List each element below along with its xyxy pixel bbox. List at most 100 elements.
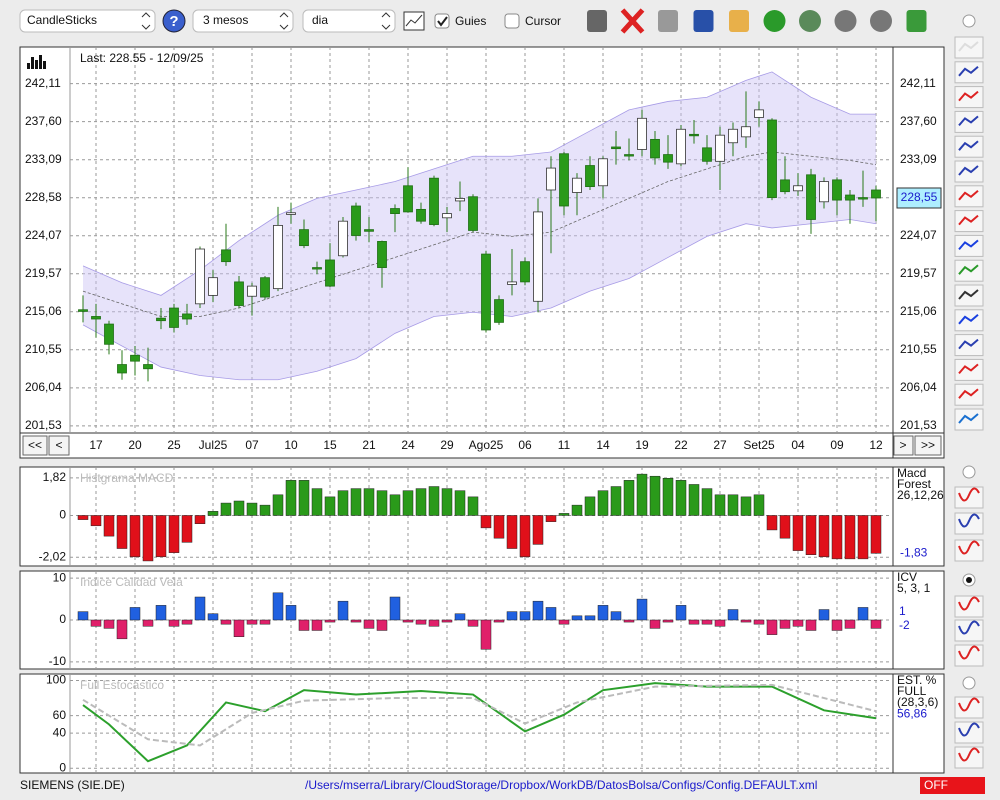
side-button[interactable] bbox=[954, 721, 984, 744]
toolbar-button[interactable] bbox=[834, 10, 857, 32]
sidebar bbox=[954, 14, 984, 769]
side-button[interactable] bbox=[954, 696, 984, 719]
candle-body bbox=[260, 277, 270, 298]
candle-body bbox=[169, 307, 179, 328]
histogram-bar bbox=[597, 490, 609, 516]
candle-body bbox=[286, 212, 296, 215]
side-glyph bbox=[958, 264, 979, 275]
histogram-bar bbox=[532, 600, 544, 621]
histogram-bar bbox=[220, 619, 232, 625]
candle-body bbox=[442, 213, 452, 219]
radio-button[interactable] bbox=[962, 465, 976, 479]
histogram-bar bbox=[233, 500, 245, 516]
candle-body bbox=[715, 134, 725, 162]
histogram-bar bbox=[324, 619, 336, 623]
side-button[interactable] bbox=[954, 539, 984, 562]
chart-title: Last: 228.55 - 12/09/25 bbox=[80, 51, 204, 65]
histogram-bar bbox=[688, 484, 700, 516]
histogram-bar bbox=[272, 592, 284, 621]
chart-icon[interactable] bbox=[403, 11, 425, 31]
side-glyph bbox=[958, 314, 979, 325]
guides-checkbox[interactable] bbox=[434, 13, 450, 29]
histogram-bar bbox=[376, 490, 388, 516]
histogram-bar bbox=[623, 480, 635, 516]
cursor-label: Cursor bbox=[525, 14, 561, 28]
histogram-bar bbox=[779, 619, 791, 629]
candle-body bbox=[91, 316, 101, 320]
histogram-bar bbox=[506, 515, 518, 549]
config-path[interactable]: /Users/mserra/Library/CloudStorage/Dropb… bbox=[305, 778, 817, 792]
nav-first-label: << bbox=[28, 438, 42, 452]
histogram-bar bbox=[350, 619, 362, 623]
histogram-bar bbox=[805, 619, 817, 631]
candle-body bbox=[182, 313, 192, 320]
nav-last[interactable] bbox=[914, 435, 942, 456]
side-glyph bbox=[958, 140, 979, 151]
candle-body bbox=[832, 179, 842, 201]
toolbar-button[interactable] bbox=[693, 10, 714, 32]
side-button[interactable] bbox=[954, 644, 984, 667]
toolbar-button[interactable] bbox=[763, 10, 786, 32]
candle-body bbox=[858, 197, 868, 200]
histogram-bar bbox=[584, 615, 596, 621]
toolbar-button[interactable] bbox=[620, 8, 645, 34]
side-button[interactable] bbox=[954, 595, 984, 618]
status-box[interactable] bbox=[920, 777, 985, 794]
nav-prev[interactable] bbox=[48, 435, 70, 456]
side-glyph bbox=[958, 697, 980, 712]
histogram-bar bbox=[415, 488, 427, 516]
bars-icon bbox=[35, 60, 38, 69]
candle-body bbox=[403, 185, 413, 213]
y-tick-label: 237,60 bbox=[25, 114, 62, 128]
x-tick-label: 11 bbox=[558, 438, 571, 452]
last-price-label: 228,55 bbox=[901, 190, 938, 204]
histogram-bar bbox=[298, 619, 310, 631]
nav-first[interactable] bbox=[22, 435, 48, 456]
toolbar-button[interactable] bbox=[799, 10, 821, 32]
side-button[interactable] bbox=[954, 619, 984, 642]
histogram-bar bbox=[467, 619, 479, 627]
side-button[interactable] bbox=[954, 486, 984, 509]
candle-body bbox=[481, 253, 491, 331]
radio-button[interactable] bbox=[962, 14, 976, 28]
interval-select[interactable] bbox=[302, 9, 396, 33]
bars-icon bbox=[31, 57, 34, 69]
period-select[interactable] bbox=[192, 9, 294, 33]
histogram-bar bbox=[532, 515, 544, 545]
candle-body bbox=[741, 126, 751, 138]
histogram-bar bbox=[103, 619, 115, 629]
candle-body bbox=[780, 179, 790, 193]
candle-body bbox=[234, 281, 244, 306]
radio-button[interactable] bbox=[962, 676, 976, 690]
y-tick-label: 206,04 bbox=[25, 380, 62, 394]
histogram-bar bbox=[324, 496, 336, 516]
side-glyph bbox=[958, 363, 979, 375]
candle-body bbox=[533, 211, 543, 302]
chart-type-select[interactable] bbox=[19, 9, 156, 33]
toolbar-button[interactable] bbox=[587, 10, 607, 32]
indicator-legend: EST. % bbox=[897, 673, 937, 687]
y-tick-label-right: 201,53 bbox=[900, 418, 937, 432]
histogram-bar bbox=[870, 619, 882, 629]
side-glyph bbox=[958, 90, 979, 102]
candle-body bbox=[676, 128, 686, 165]
help-button[interactable] bbox=[162, 9, 186, 33]
nav-next[interactable] bbox=[893, 435, 914, 456]
side-button[interactable] bbox=[954, 746, 984, 769]
histogram-bar bbox=[519, 611, 531, 621]
candle-body bbox=[338, 220, 348, 257]
toolbar-button[interactable] bbox=[906, 10, 927, 32]
toolbar-button[interactable] bbox=[658, 10, 678, 32]
histogram-bar bbox=[259, 619, 271, 625]
x-tick-label: 07 bbox=[245, 438, 259, 452]
side-button[interactable] bbox=[954, 512, 984, 535]
toolbar-button[interactable] bbox=[729, 10, 749, 32]
histogram-bar bbox=[766, 515, 778, 531]
histogram-bar bbox=[636, 598, 648, 621]
indicator-legend: Forest bbox=[897, 477, 932, 491]
histogram-bar bbox=[220, 502, 232, 516]
toolbar-button[interactable] bbox=[870, 10, 892, 32]
side-glyph bbox=[958, 747, 980, 762]
side-glyph bbox=[958, 338, 979, 350]
cursor-checkbox[interactable] bbox=[504, 13, 520, 29]
